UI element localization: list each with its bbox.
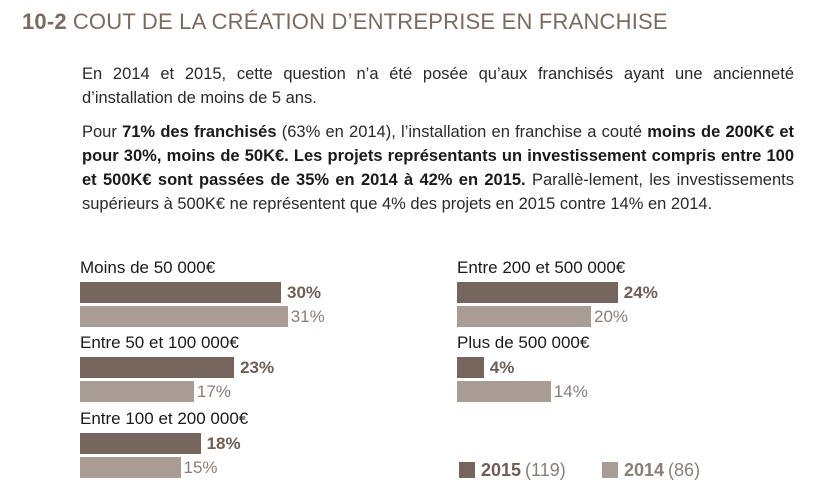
bar-2015 [80, 357, 235, 378]
category-group: Entre 100 et 200 000€ 18% 15% [80, 409, 380, 479]
legend-count-2014: (86) [668, 460, 701, 480]
value-label-2014: 17% [196, 382, 231, 401]
category-group: Moins de 50 000€ 30% 31% [80, 258, 380, 328]
value-label-2014: 31% [290, 307, 325, 326]
value-label-2015: 30% [287, 283, 322, 302]
value-label-2015: 4% [489, 358, 515, 377]
category-label: Plus de 500 000€ [457, 333, 590, 352]
category-label: Entre 200 et 500 000€ [457, 258, 626, 277]
bar-2015 [457, 357, 484, 378]
bar-2014 [80, 457, 181, 478]
value-label-2014: 14% [553, 382, 588, 401]
category-group: Entre 200 et 500 000€ 24% 20% [457, 258, 757, 328]
legend-item-2015: 2015 (119) [459, 457, 566, 483]
bar-2015 [80, 433, 201, 454]
category-label: Moins de 50 000€ [80, 258, 216, 277]
summary-run: (63% en 2014), l’installation en franchi… [276, 123, 648, 141]
summary-paragraph: Pour 71% des franchisés (63% en 2014), l… [82, 120, 794, 216]
value-label-2015: 23% [240, 358, 275, 377]
summary-run: 71% des franchisés [122, 123, 277, 141]
summary-run: moins de 200K€ et pour 30%, moins de 50K… [82, 123, 795, 189]
intro-paragraph: En 2014 et 2015, cette question n’a été … [82, 65, 794, 107]
category-group: Plus de 500 000€ 4% 14% [457, 333, 757, 403]
bar-2014 [80, 306, 288, 327]
section-title: 10-2 COUT DE LA CRÉATION D’ENTREPRISE EN … [22, 9, 668, 35]
category-group: Entre 50 et 100 000€ 23% 17% [80, 333, 380, 403]
legend-item-2014: 2014 (86) [602, 457, 700, 483]
value-label-2015: 24% [623, 283, 658, 302]
legend-year-2015: 2015 [481, 460, 522, 480]
legend-swatch-2015 [459, 462, 475, 478]
bar-2014 [80, 381, 194, 402]
bar-2014 [457, 381, 551, 402]
legend-swatch-2014 [602, 462, 618, 478]
category-label: Entre 100 et 200 000€ [80, 409, 249, 428]
bar-2015 [80, 282, 281, 303]
legend-year-2014: 2014 [624, 460, 665, 480]
value-label-2014: 20% [594, 307, 629, 326]
bar-2015 [457, 282, 618, 303]
summary-run: Pour [82, 123, 123, 141]
legend-count-2015: (119) [525, 460, 566, 480]
section-heading: COUT DE LA CRÉATION D’ENTREPRISE EN FRAN… [72, 9, 668, 34]
value-label-2015: 18% [206, 434, 241, 453]
category-label: Entre 50 et 100 000€ [80, 333, 239, 352]
value-label-2014: 15% [183, 458, 218, 477]
bar-2014 [457, 306, 591, 327]
section-number: 10-2 [22, 9, 67, 34]
summary-run: Parallè-lement, les investissements supé… [82, 171, 794, 213]
